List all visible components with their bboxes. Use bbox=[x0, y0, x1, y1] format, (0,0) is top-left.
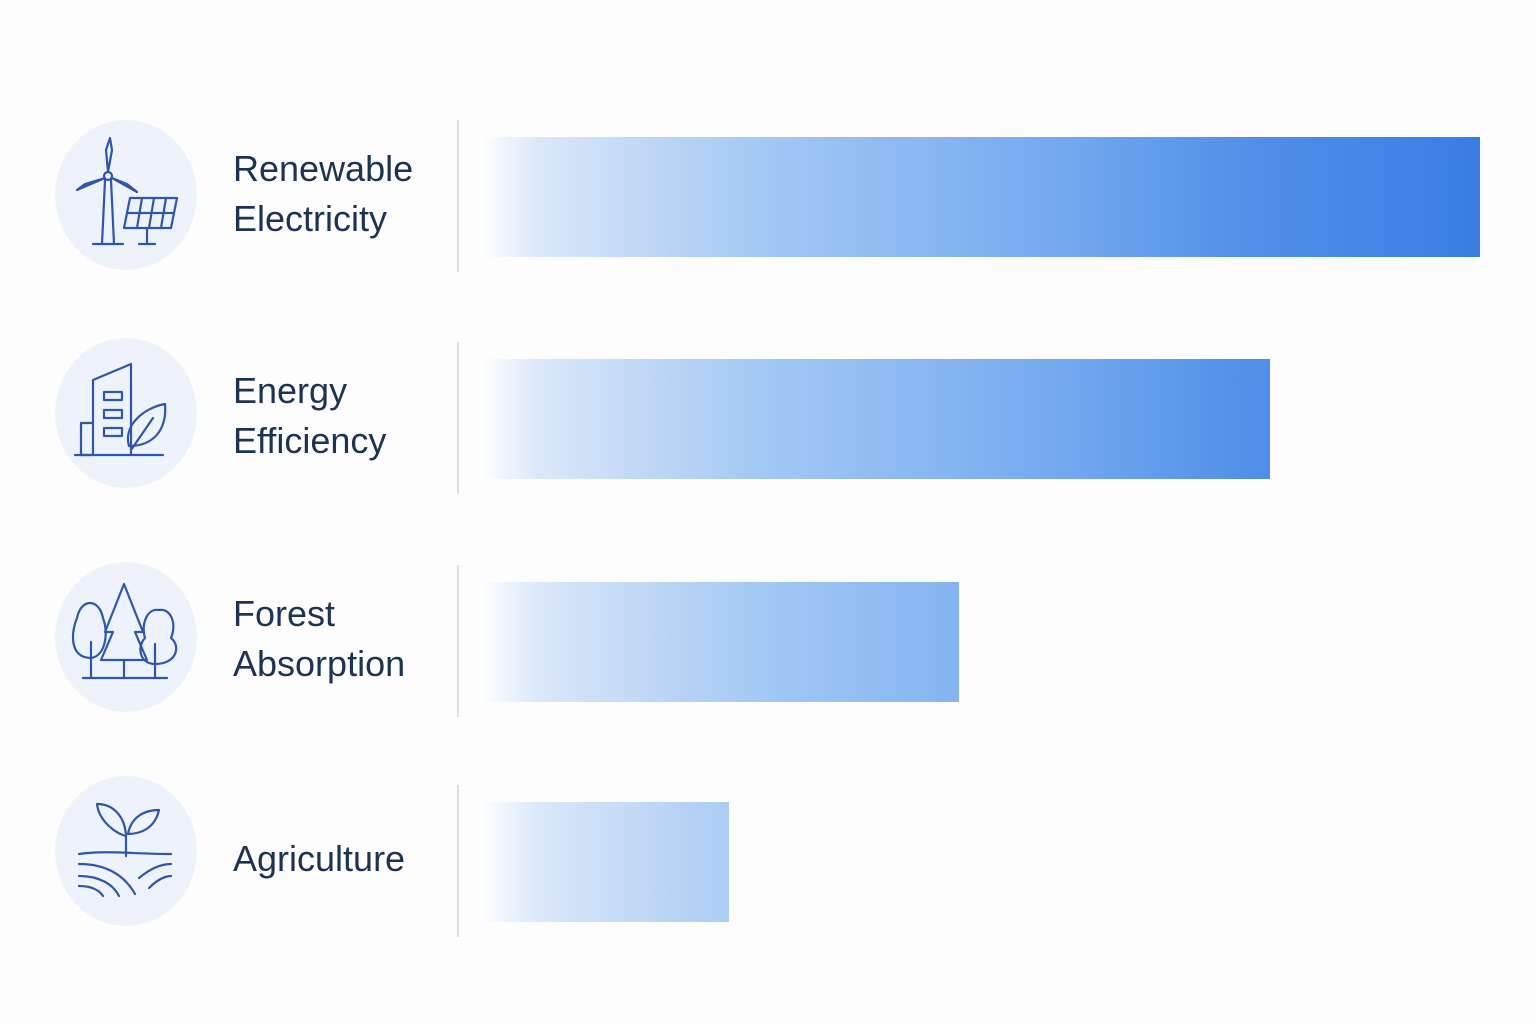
divider bbox=[457, 120, 459, 272]
divider bbox=[457, 785, 459, 937]
divider bbox=[457, 565, 459, 717]
category-label: Energy Efficiency bbox=[233, 370, 387, 461]
icon-efficiency bbox=[55, 338, 197, 488]
category-label: Forest Absorption bbox=[233, 593, 406, 684]
icon-renewable bbox=[55, 120, 197, 270]
category-label: Renewable Electricity bbox=[233, 148, 414, 239]
bar bbox=[478, 359, 1270, 479]
category-label: Agriculture bbox=[233, 838, 406, 879]
bar bbox=[478, 802, 729, 922]
icon-agriculture bbox=[55, 776, 197, 926]
bar bbox=[478, 137, 1480, 257]
divider bbox=[457, 342, 459, 494]
icon-forest bbox=[55, 562, 197, 712]
bar bbox=[478, 582, 959, 702]
